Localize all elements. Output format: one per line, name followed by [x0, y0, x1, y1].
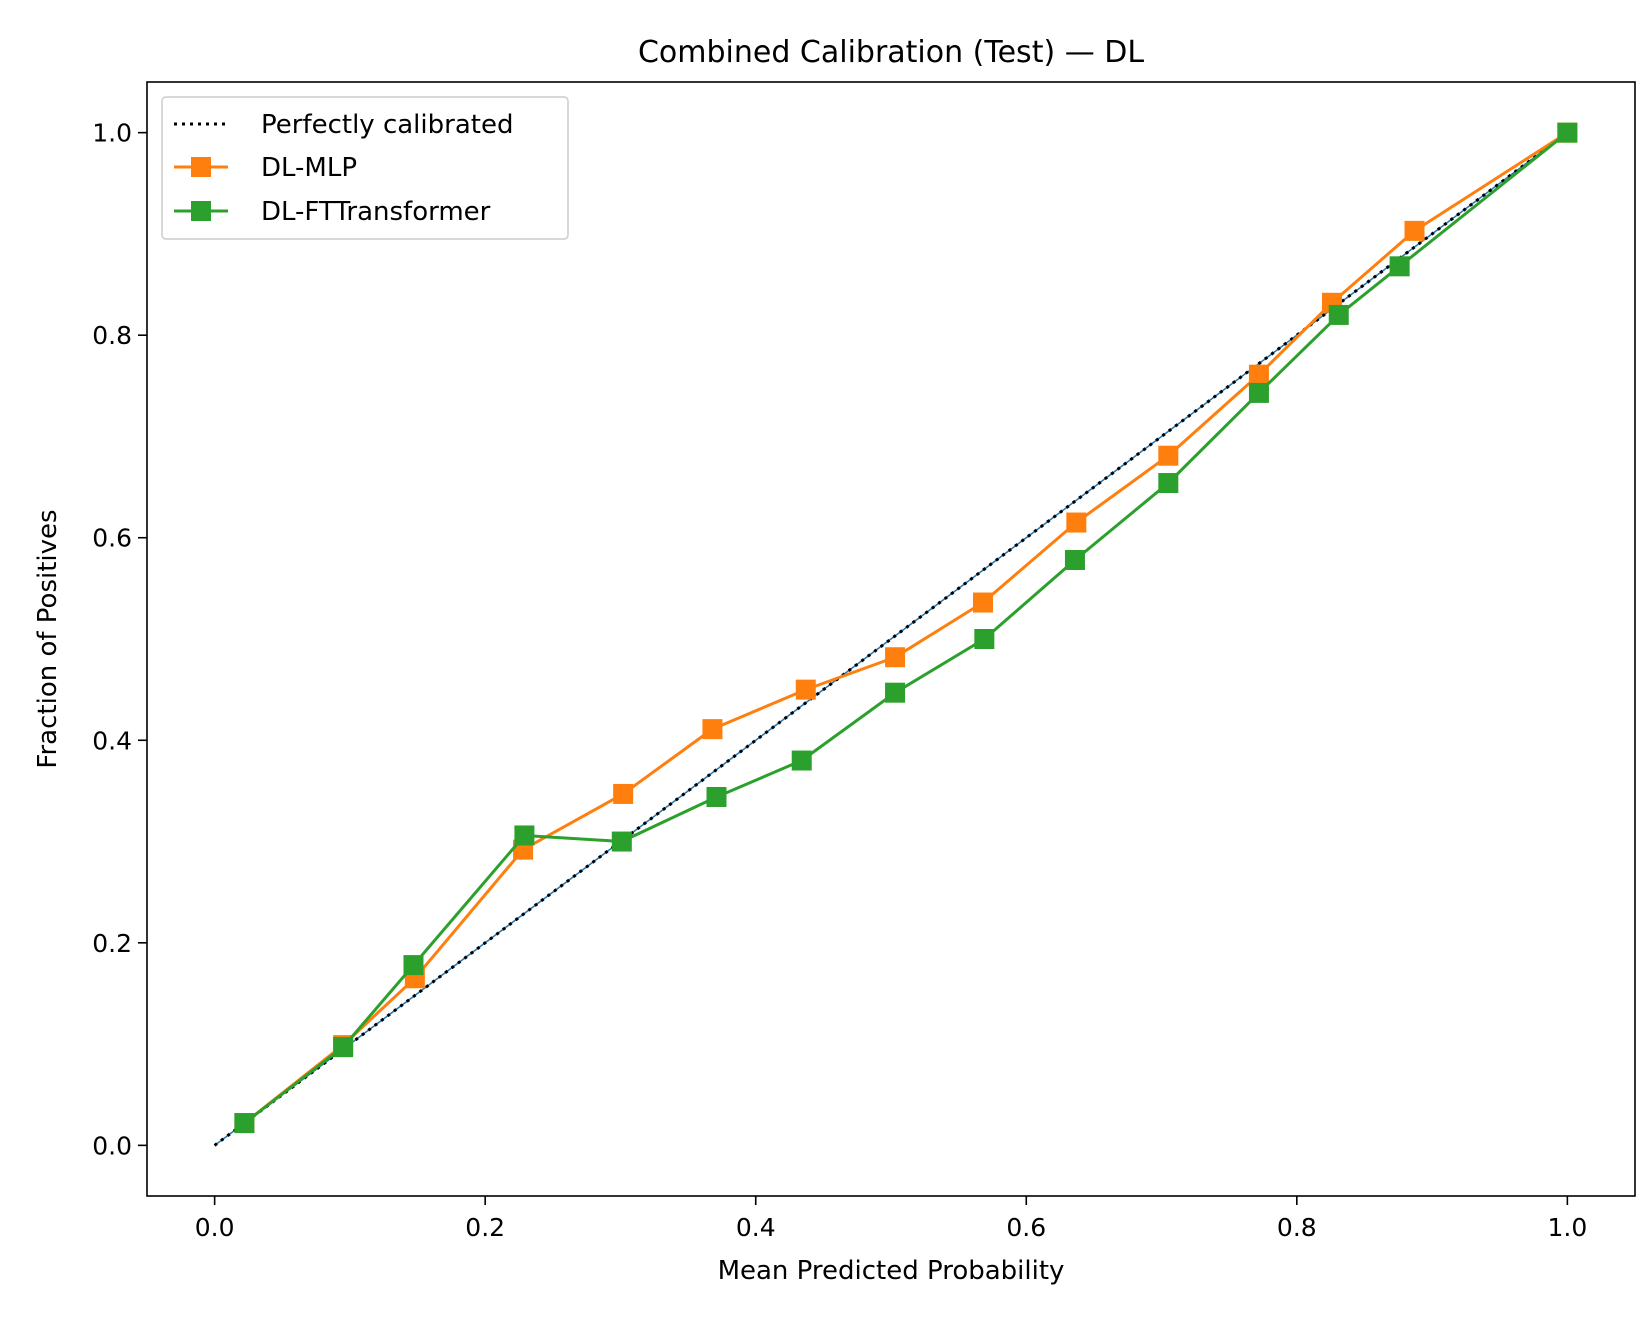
- data-point-dl-mlp: [885, 647, 906, 668]
- x-tick-label: 0.4: [736, 1213, 776, 1242]
- legend-label: Perfectly calibrated: [261, 110, 513, 140]
- legend-entry-dl-mlp: DL-MLP: [174, 153, 357, 183]
- legend-entry-perfectly-calibrated: Perfectly calibrated: [174, 110, 513, 140]
- y-tick-label: 0.2: [92, 929, 132, 958]
- data-point-dl-mlp: [1158, 445, 1179, 466]
- y-tick-label: 0.8: [92, 321, 132, 350]
- x-axis: 0.0 0.2 0.4 0.6 0.8 1.0: [195, 1196, 1587, 1242]
- data-point-dl-fttransformer: [611, 831, 632, 852]
- data-point-dl-mlp: [613, 783, 634, 804]
- data-point-dl-mlp: [972, 592, 993, 613]
- data-point-dl-fttransformer: [1557, 122, 1578, 143]
- data-point-dl-mlp: [1248, 364, 1269, 385]
- data-point-dl-fttransformer: [403, 955, 424, 976]
- data-point-dl-fttransformer: [885, 682, 906, 703]
- data-point-dl-mlp: [795, 679, 816, 700]
- data-point-dl-fttransformer: [1389, 256, 1410, 277]
- data-point-dl-fttransformer: [791, 750, 812, 771]
- data-point-dl-fttransformer: [974, 629, 995, 649]
- data-point-dl-fttransformer: [706, 786, 727, 807]
- legend-entry-dl-fttransformer: DL-FTTransformer: [174, 197, 491, 227]
- data-point-dl-fttransformer: [1158, 473, 1179, 494]
- data-point-dl-fttransformer: [234, 1113, 255, 1134]
- legend: Perfectly calibrated DL-MLP DL-FTTransfo…: [161, 96, 569, 240]
- x-tick-label: 0.0: [195, 1213, 235, 1242]
- data-point-dl-fttransformer: [1248, 382, 1269, 403]
- y-tick-label: 1.0: [92, 119, 132, 148]
- legend-swatch-marker: [191, 201, 211, 221]
- legend-swatch-marker: [191, 157, 211, 177]
- chart-title: Combined Calibration (Test) — DL: [638, 35, 1144, 70]
- data-point-dl-mlp: [1066, 512, 1087, 533]
- y-axis: 0.0 0.2 0.4 0.6 0.8 1.0: [92, 119, 147, 1160]
- data-point-dl-fttransformer: [333, 1037, 354, 1058]
- x-tick-label: 0.2: [465, 1213, 505, 1242]
- data-point-dl-fttransformer: [1064, 550, 1085, 571]
- y-axis-label: Fraction of Positives: [33, 509, 63, 768]
- data-point-dl-mlp: [702, 719, 723, 740]
- y-tick-label: 0.4: [92, 726, 132, 755]
- y-tick-label: 0.0: [92, 1131, 132, 1160]
- legend-box: [161, 96, 569, 240]
- plot-area: [213, 122, 1578, 1147]
- legend-label: DL-MLP: [261, 153, 357, 183]
- data-point-dl-fttransformer: [1328, 304, 1349, 325]
- data-point-dl-mlp: [1404, 220, 1425, 241]
- x-axis-label: Mean Predicted Probability: [718, 1256, 1065, 1286]
- x-tick-label: 1.0: [1547, 1213, 1587, 1242]
- x-tick-label: 0.6: [1006, 1213, 1046, 1242]
- x-tick-label: 0.8: [1277, 1213, 1317, 1242]
- data-point-dl-fttransformer: [514, 825, 535, 846]
- legend-label: DL-FTTransformer: [261, 197, 491, 227]
- y-tick-label: 0.6: [92, 524, 132, 553]
- plot-frame: [146, 81, 1636, 1197]
